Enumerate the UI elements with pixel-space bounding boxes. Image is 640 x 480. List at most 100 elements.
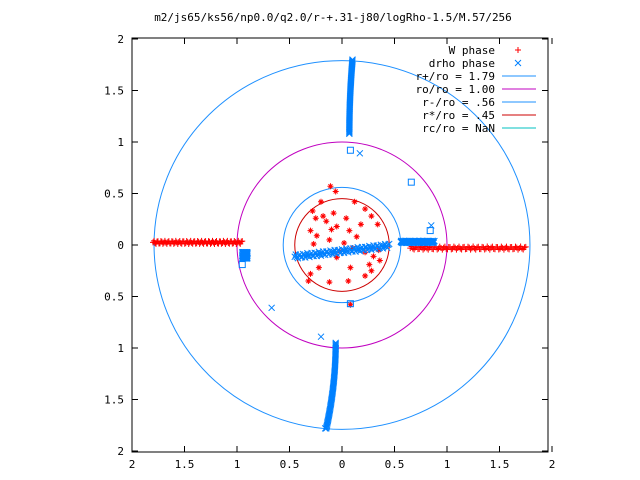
- axis-ticks: 2 1.5 1 0.5 0 0.5 1 1.5 221.510.500.511.52: [104, 33, 555, 471]
- series-0-point-39: [343, 215, 350, 222]
- series-0-point-0: [327, 183, 334, 190]
- series-0-point-18: [341, 239, 348, 246]
- series-0: [150, 183, 529, 308]
- series-0-band-1-mark-56: [479, 243, 486, 250]
- series-0-point-30: [326, 279, 333, 286]
- series-1-point-3: [268, 304, 276, 312]
- series-0-point-17: [326, 236, 333, 243]
- legend-label-2: r+/ro = 1.79: [416, 70, 495, 83]
- series-0-band-1-mark-34: [450, 243, 457, 250]
- series-0-band-1-mark-58: [481, 246, 488, 253]
- series-1-curve-0-mark-70: [349, 56, 356, 63]
- series-1-band-1-mark-37: [330, 248, 337, 256]
- chart-title: m2/js65/ks56/np0.0/q2.0/r-+.31-j80/logRh…: [154, 11, 512, 24]
- series-0-band-1-mark-45: [465, 243, 471, 250]
- series-0-point-3: [309, 208, 316, 215]
- y-tick-label-2: 1: [117, 342, 124, 355]
- series-1-band-1-mark-74: [369, 243, 376, 251]
- series-1-point-7: [317, 333, 325, 341]
- series-0-point-34: [310, 240, 317, 247]
- series-0-point-12: [374, 221, 381, 228]
- series-0-point-7: [330, 210, 337, 217]
- x-tick-label-6: 1: [444, 458, 451, 471]
- series-0-point-29: [305, 278, 312, 285]
- x-tick-label-5: 0.5: [385, 458, 405, 471]
- series-0-point-16: [313, 232, 320, 239]
- series-0-point-1: [332, 188, 339, 195]
- series-0-point-24: [362, 272, 369, 279]
- series-0-band-1-mark-74: [502, 244, 509, 251]
- legend-label-3: ro/ro = 1.00: [416, 83, 495, 96]
- legend-label-1: drho phase: [429, 57, 495, 70]
- y-tick-label-4: 0: [117, 239, 124, 252]
- series-1-point-9: [321, 424, 329, 432]
- series-0-point-33: [375, 247, 382, 254]
- series-0-point-26: [333, 254, 340, 261]
- y-tick-label-0: 2: [117, 445, 124, 458]
- y-tick-label-7: 1.5: [104, 85, 124, 98]
- series-0-point-5: [320, 213, 327, 220]
- series-0-band-0-mark-90: [239, 238, 246, 245]
- series-0-point-31: [345, 278, 352, 285]
- x-tick-label-3: 0.5: [280, 458, 300, 471]
- series-0-band-1-mark-23: [436, 243, 443, 250]
- legend-label-0: W phase: [449, 44, 495, 57]
- series-0-band-1-mark-63: [488, 244, 495, 251]
- series-0-point-15: [307, 227, 314, 234]
- series-0-band-1-mark-90: [522, 243, 529, 250]
- series-0-band-1-mark-87: [518, 245, 525, 252]
- x-tick-label-8: 2: [549, 458, 556, 471]
- series-1-band-2-mark-90: [431, 237, 438, 245]
- series-0-point-13: [357, 221, 364, 228]
- series-1-band-1-mark-90: [385, 240, 393, 248]
- legend-marker-1: [514, 59, 522, 67]
- series-1-point-4: [407, 178, 415, 186]
- reference-circle-0: [153, 60, 531, 430]
- x-tick-label-1: 1.5: [175, 458, 195, 471]
- series-0-band-1-mark-47: [467, 246, 474, 253]
- series-1-curve-1-mark-70: [322, 424, 330, 432]
- series-1-band-0-mark-90: [244, 249, 251, 257]
- series-1-band-0-mark-89: [244, 250, 251, 258]
- series-1-point-8: [346, 300, 354, 308]
- series-0-point-14: [346, 227, 353, 234]
- series-0-point-25: [347, 264, 354, 271]
- series-1-band-1-mark-30: [322, 248, 330, 256]
- series-0-point-38: [328, 226, 335, 233]
- series-0-band-1-mark-2: [409, 245, 416, 252]
- legend-marker-0: [515, 47, 521, 53]
- series-0-point-35: [347, 301, 354, 308]
- series-0-band-1-mark-10: [420, 246, 427, 253]
- series-0-point-22: [376, 257, 383, 264]
- legend-label-5: r*/ro = .45: [422, 109, 495, 122]
- series-layer: [150, 56, 529, 432]
- series-0-band-1-mark-26: [440, 244, 447, 251]
- y-tick-label-5: 0.5: [104, 188, 124, 201]
- series-0-band-1-mark-39: [457, 245, 464, 252]
- series-0-band-1-mark-32: [448, 246, 455, 253]
- x-tick-label-4: 0: [339, 458, 346, 471]
- series-0-point-8: [333, 223, 340, 230]
- series-0-point-28: [307, 270, 314, 277]
- y-tick-label-3: 0.5: [104, 291, 124, 304]
- series-1-point-1: [356, 149, 364, 157]
- legend-label-4: r-/ro = .56: [422, 96, 495, 109]
- y-tick-label-1: 1.5: [104, 394, 124, 407]
- series-0-band-1-mark-69: [495, 246, 502, 253]
- x-tick-label-2: 1: [234, 458, 241, 471]
- x-tick-label-0: 2: [129, 458, 136, 471]
- series-0-point-9: [351, 198, 358, 205]
- series-1-band-2-mark-88: [430, 239, 438, 247]
- series-0-point-32: [366, 261, 373, 268]
- series-1-curve-0-mark-68: [348, 58, 356, 66]
- y-tick-label-6: 1: [117, 136, 124, 149]
- series-0-point-2: [318, 198, 324, 205]
- series-0-point-19: [349, 245, 356, 252]
- series-0-point-23: [368, 267, 375, 274]
- series-0-point-10: [362, 205, 369, 212]
- series-0-band-1-mark-21: [434, 246, 441, 253]
- y-tick-label-8: 2: [117, 33, 124, 46]
